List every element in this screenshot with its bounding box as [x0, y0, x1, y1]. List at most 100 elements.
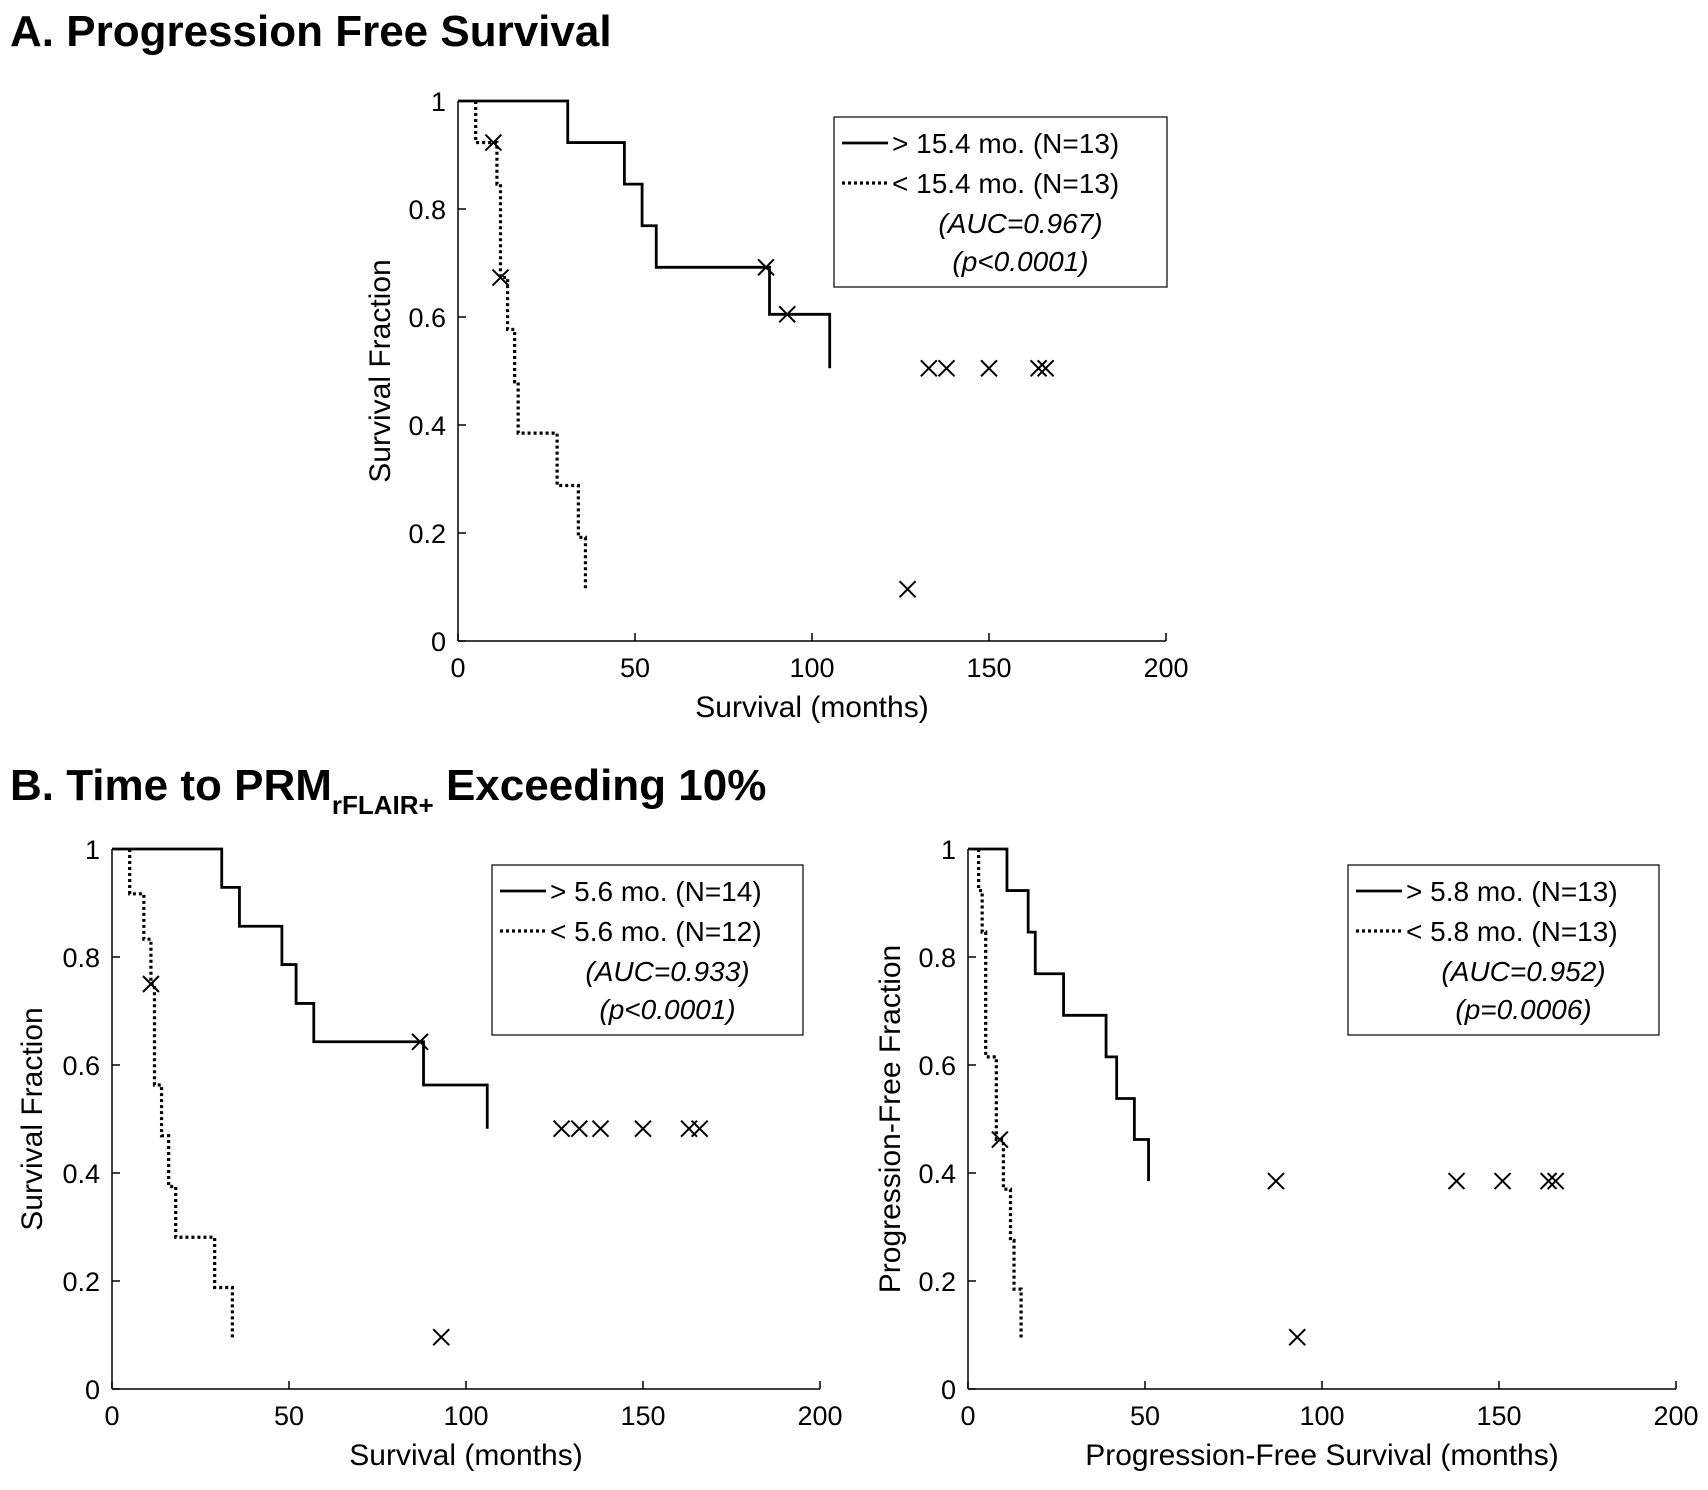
- censor-mark: [1029, 359, 1048, 378]
- censor-mark: [432, 1328, 450, 1346]
- x-tick-label: 50: [1130, 1401, 1160, 1431]
- censor-mark-stroke: [991, 1130, 1009, 1149]
- censor-mark: [1493, 1172, 1512, 1190]
- x-tick-label: 150: [1476, 1401, 1521, 1431]
- legend-entry: > 15.4 mo. (N=13): [892, 128, 1119, 159]
- x-tick-label: 150: [966, 653, 1011, 683]
- chart-panel-b-right: 0 50 100 150 200 0 0.2 0.4 0.6 0.8 1 Progression-Fr…: [874, 835, 1699, 1472]
- y-axis-label: Survival Fraction: [364, 259, 397, 482]
- y-tick-label: 0.6: [62, 1051, 100, 1081]
- x-tick-label: 50: [274, 1401, 304, 1431]
- censor-mark: [757, 258, 775, 277]
- legend-entry: > 5.8 mo. (N=13): [1406, 876, 1618, 907]
- censor-mark: [1539, 1172, 1558, 1190]
- censor-mark-stroke: [1288, 1328, 1306, 1346]
- y-tick-label: 0.4: [408, 411, 446, 441]
- y-tick-label: 0.8: [62, 943, 100, 973]
- censor-mark: [1447, 1172, 1466, 1190]
- legend-box: [491, 864, 804, 1036]
- censor-mark-stroke: [920, 359, 938, 378]
- y-tick-label: 0: [431, 627, 446, 657]
- y-tick-label: 0: [941, 1375, 956, 1405]
- y-tick-label: 0.2: [62, 1267, 100, 1297]
- censor-mark: [937, 359, 956, 378]
- censor-mark-stroke: [690, 1120, 709, 1138]
- censor-mark: [778, 305, 796, 324]
- y-axis-label: Progression-Free Fraction: [874, 945, 907, 1293]
- censor-mark-stroke: [778, 305, 796, 324]
- chart-panel-b-left: 0 50 100 150 200 0 0.2 0.4 0.6 0.8 1 Survival (mont…: [16, 835, 843, 1472]
- censor-mark-stroke: [1029, 359, 1048, 378]
- censor-mark-stroke: [898, 580, 917, 598]
- y-axis-label: Survival Fraction: [16, 1007, 49, 1230]
- censor-mark-stroke: [142, 975, 160, 993]
- censor-mark-stroke: [757, 258, 775, 277]
- censor-mark-stroke: [1493, 1172, 1512, 1190]
- x-tick-label: 200: [1143, 653, 1188, 683]
- x-tick-label: 100: [789, 653, 834, 683]
- y-tick-label: 1: [941, 835, 956, 865]
- censor-mark-stroke: [937, 359, 956, 378]
- censor-mark-stroke: [484, 133, 503, 152]
- legend-entry: < 15.4 mo. (N=13): [892, 168, 1119, 199]
- legend-entry: > 5.6 mo. (N=14): [550, 876, 762, 907]
- y-tick-label: 1: [431, 87, 446, 117]
- panel-b-title-main: B. Time to PRM: [10, 761, 332, 810]
- censor-mark: [980, 359, 998, 378]
- censor-mark: [1267, 1172, 1285, 1190]
- censor-mark: [411, 1033, 429, 1051]
- censor-mark: [552, 1120, 571, 1138]
- km-curve-high-group: [458, 99, 832, 369]
- censor-mark-stroke: [570, 1120, 588, 1138]
- y-tick-label: 0.8: [408, 195, 446, 225]
- auc-annotation: (AUC=0.933): [585, 956, 749, 987]
- censor-mark-stroke: [491, 268, 510, 287]
- x-axis-label: Survival (months): [695, 691, 928, 724]
- auc-annotation: (AUC=0.967): [938, 208, 1102, 239]
- panel-a-title: A. Progression Free Survival: [10, 7, 612, 56]
- y-tick-label: 0.8: [918, 943, 956, 973]
- x-tick-label: 100: [443, 1401, 488, 1431]
- km-curve-low-group: [977, 849, 1023, 1340]
- censor-mark-stroke: [591, 1120, 610, 1138]
- censor-mark-stroke: [634, 1120, 652, 1138]
- y-tick-label: 0.6: [408, 303, 446, 333]
- censor-mark-stroke: [552, 1120, 571, 1138]
- km-curve-high-group: [112, 847, 489, 1129]
- censor-mark: [491, 268, 510, 287]
- legend: > 5.8 mo. (N=13) < 5.8 mo. (N=13) (AUC=0.9…: [1347, 864, 1660, 1036]
- y-tick-label: 0.2: [408, 519, 446, 549]
- km-curve-low-group: [474, 101, 588, 590]
- y-tick-label: 0.4: [62, 1159, 100, 1189]
- y-tick-label: 0: [85, 1375, 100, 1405]
- legend: > 15.4 mo. (N=13) < 15.4 mo. (N=13) (AUC=0…: [833, 116, 1168, 288]
- auc-annotation: (AUC=0.952): [1441, 956, 1605, 987]
- x-axis-label: Progression-Free Survival (months): [1085, 1439, 1558, 1472]
- x-tick-label: 150: [620, 1401, 665, 1431]
- chart-panel-a: 0 50 100 150 200 0 0.2 0.4 0.6 0.8 1 Survival (mont…: [364, 87, 1189, 724]
- p-value-annotation: (p<0.0001): [599, 994, 735, 1025]
- legend-entry: < 5.8 mo. (N=13): [1406, 916, 1618, 947]
- panel-b-title-sub: rFLAIR+: [332, 790, 434, 820]
- censor-mark: [570, 1120, 588, 1138]
- p-value-annotation: (p=0.0006): [1455, 994, 1591, 1025]
- y-tick-label: 0.6: [918, 1051, 956, 1081]
- censor-mark-stroke: [1267, 1172, 1285, 1190]
- censor-mark: [690, 1120, 709, 1138]
- panel-b-title: B. Time to PRMrFLAIR+ Exceeding 10%: [10, 761, 766, 820]
- x-axis-label: Survival (months): [349, 1439, 582, 1472]
- censor-mark: [591, 1120, 610, 1138]
- y-tick-label: 0.4: [918, 1159, 956, 1189]
- x-tick-label: 0: [104, 1401, 119, 1431]
- censor-mark: [1036, 359, 1055, 378]
- censor-mark: [1546, 1172, 1565, 1190]
- censor-mark: [1288, 1328, 1306, 1346]
- x-tick-label: 200: [797, 1401, 842, 1431]
- x-tick-label: 50: [620, 653, 650, 683]
- censor-mark: [142, 975, 160, 993]
- censor-mark-stroke: [1539, 1172, 1558, 1190]
- censor-mark: [898, 580, 917, 598]
- x-tick-label: 100: [1299, 1401, 1344, 1431]
- censor-mark-stroke: [980, 359, 998, 378]
